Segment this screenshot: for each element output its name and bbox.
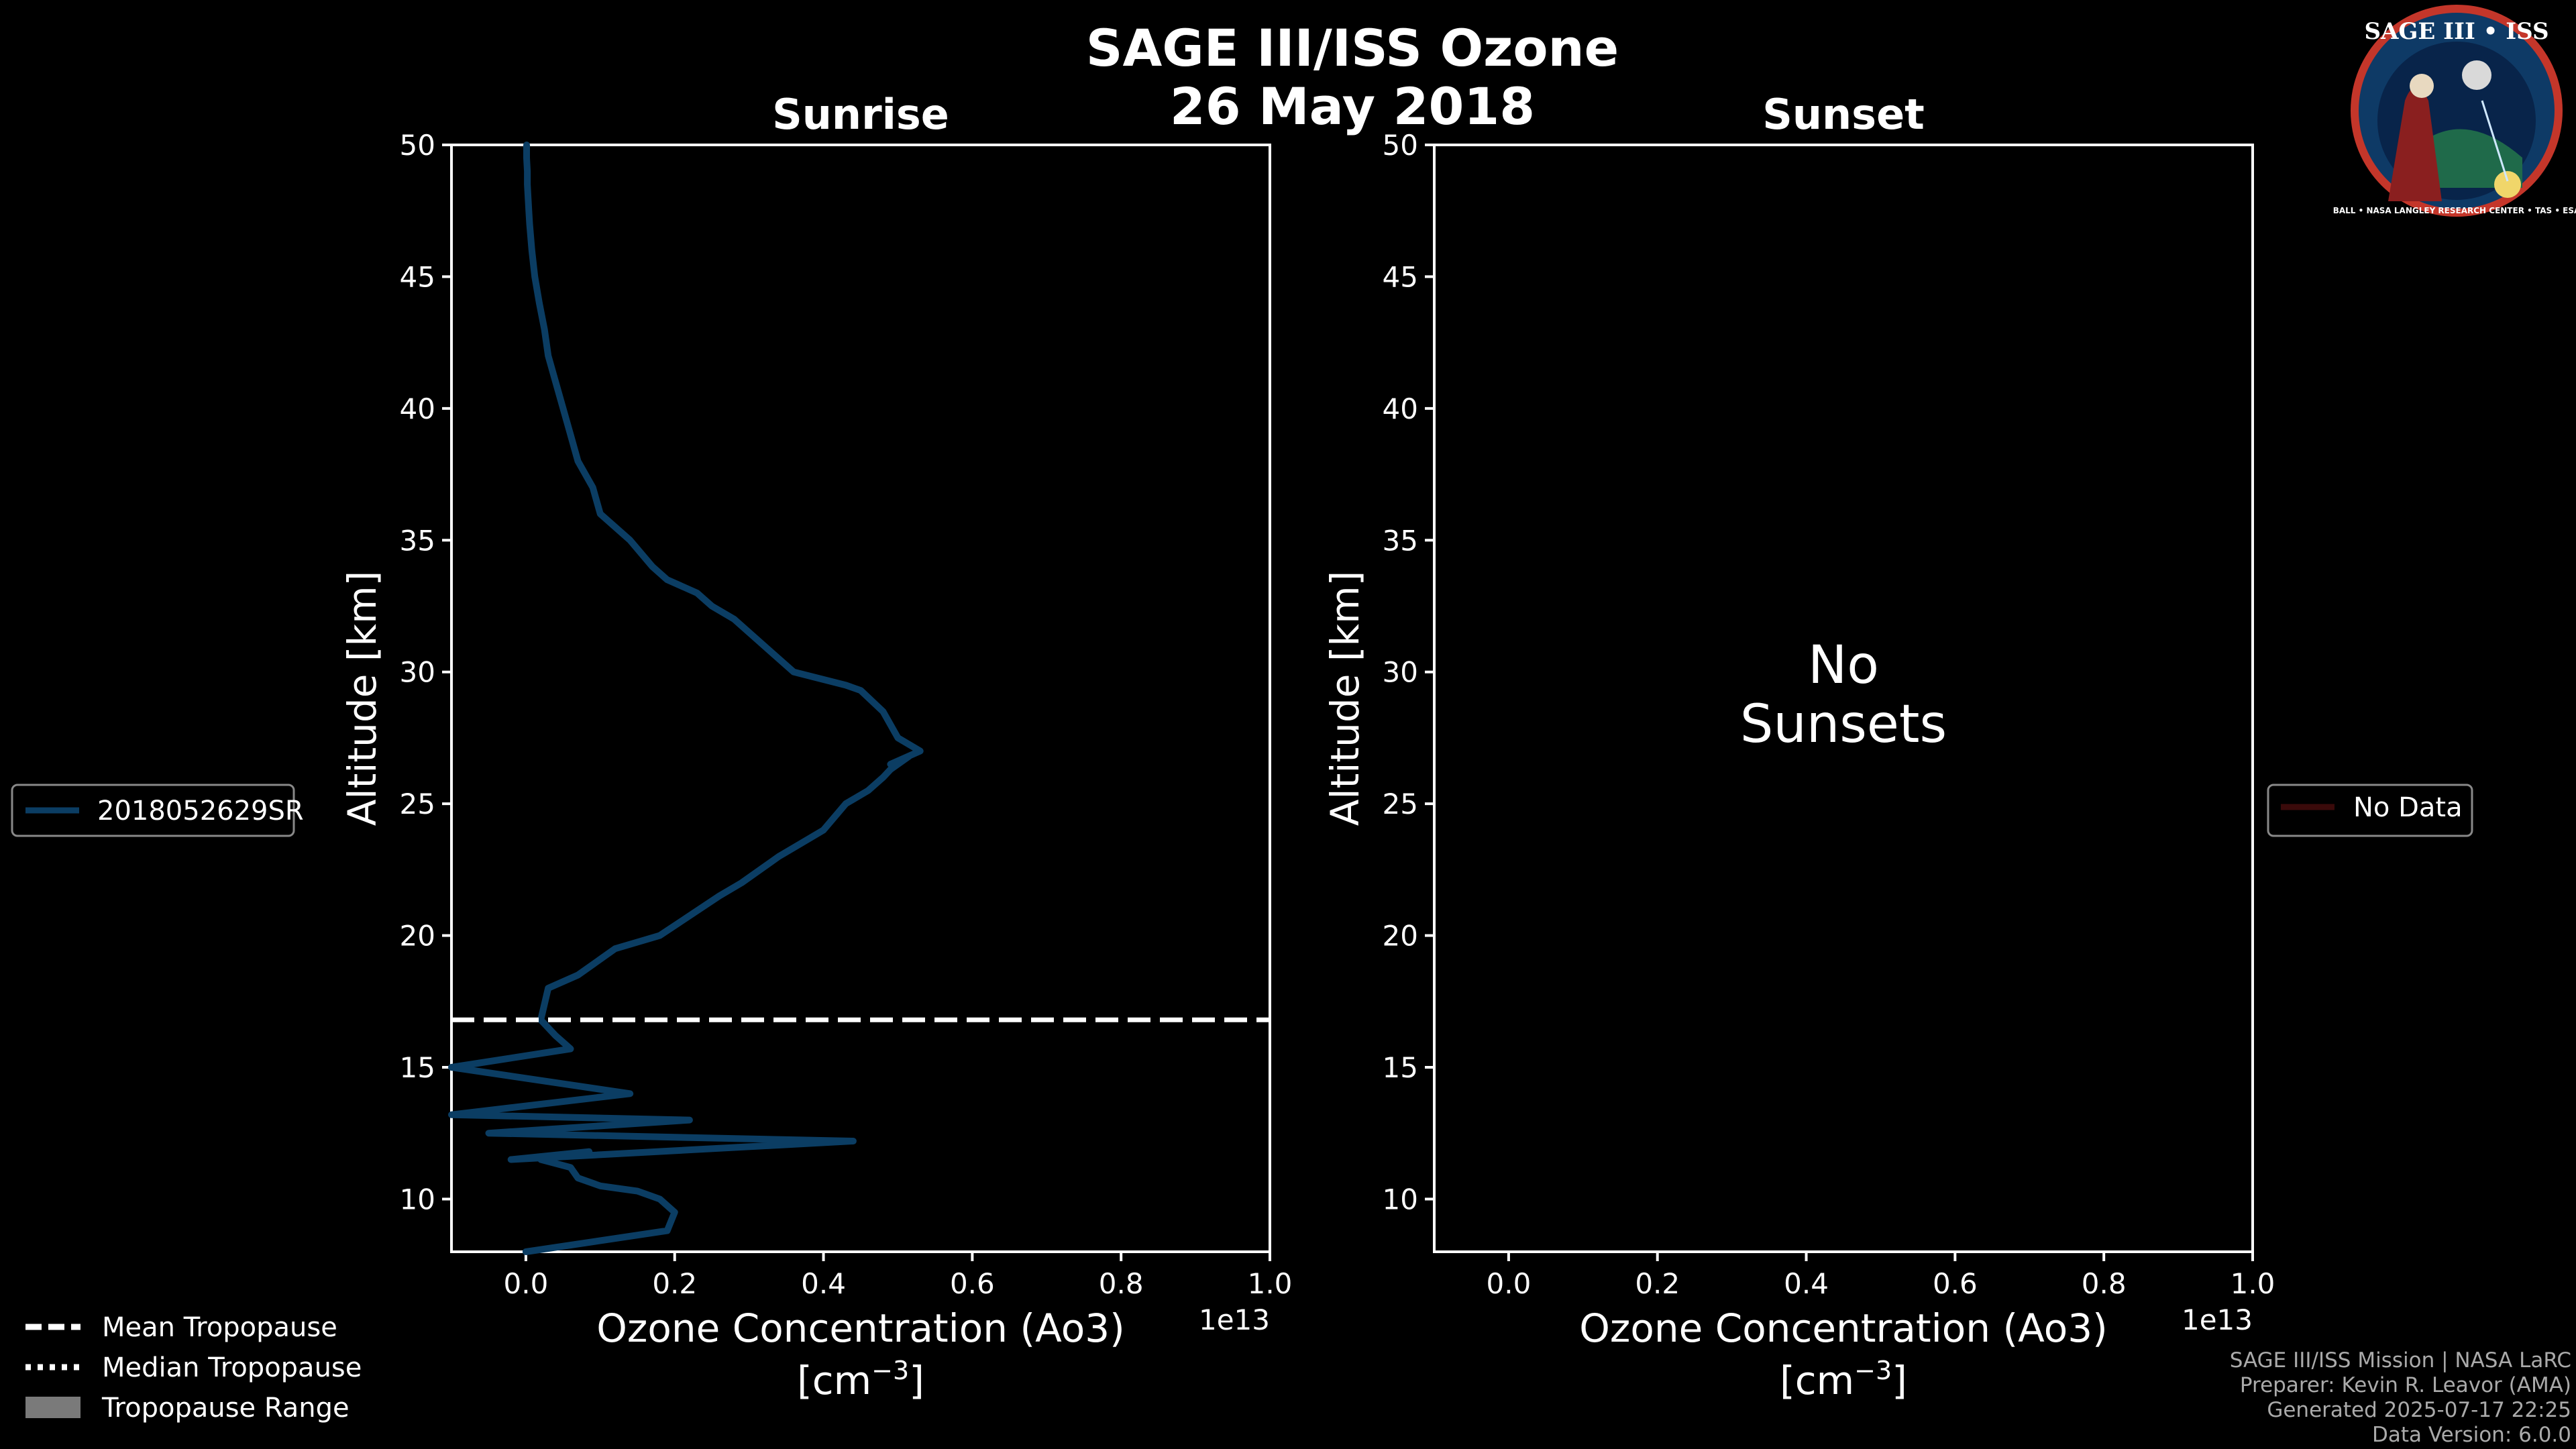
sunrise-x-axis-label: Ozone Concentration (Ao3) bbox=[596, 1305, 1125, 1351]
x-tick-label: 0.0 bbox=[504, 1267, 549, 1300]
x-tick-label: 0.4 bbox=[1784, 1267, 1829, 1300]
y-tick-label: 15 bbox=[1383, 1051, 1418, 1084]
y-tick-label: 15 bbox=[400, 1051, 435, 1084]
sunset-plot-frame bbox=[1433, 144, 2254, 1253]
x-tick-label: 0.6 bbox=[950, 1267, 995, 1300]
x-tick-label: 1.0 bbox=[2231, 1267, 2275, 1300]
sunrise-y-ticks: 10 15 20 25 30 35 40 45 50 bbox=[400, 129, 451, 1216]
sunset-unit-suffix: ] bbox=[1892, 1358, 1907, 1403]
sunrise-x-offset-label: 1e13 bbox=[1199, 1303, 1270, 1336]
median-tropopause-legend-label: Median Tropopause bbox=[102, 1352, 362, 1383]
footer-line1: SAGE III/ISS Mission | NASA LaRC bbox=[2230, 1348, 2571, 1373]
sunrise-legend-label: 2018052629SR bbox=[97, 796, 304, 826]
footer-credits: SAGE III/ISS Mission | NASA LaRC Prepare… bbox=[2230, 1348, 2571, 1447]
no-sunsets-text-line1: No bbox=[1808, 635, 1879, 696]
sunset-x-axis-unit: [cm−3] bbox=[1780, 1356, 1907, 1403]
logo-title: SAGE III • ISS bbox=[2364, 18, 2548, 45]
logo-beam bbox=[2481, 100, 2509, 182]
y-tick-label: 25 bbox=[1383, 788, 1418, 820]
y-tick-label: 40 bbox=[1383, 392, 1418, 425]
footer-line2: Preparer: Kevin R. Leavor (AMA) bbox=[2240, 1373, 2571, 1397]
y-tick-label: 30 bbox=[1383, 656, 1418, 689]
sunset-y-ticks: 10 15 20 25 30 35 40 45 50 bbox=[1383, 129, 1434, 1216]
y-tick-label: 20 bbox=[400, 920, 435, 953]
tropopause-legend: Mean Tropopause Median Tropopause Tropop… bbox=[25, 1312, 362, 1424]
sunset-panel-title: Sunset bbox=[1762, 90, 1925, 139]
sunrise-x-ticks: 0.0 0.2 0.4 0.6 0.8 1.0 bbox=[504, 1252, 1293, 1300]
sunset-x-ticks: 0.0 0.2 0.4 0.6 0.8 1.0 bbox=[1487, 1252, 2275, 1300]
x-tick-label: 0.8 bbox=[1099, 1267, 1144, 1300]
no-sunsets-text-line2: Sunsets bbox=[1740, 694, 1947, 755]
sage-iii-iss-logo: SAGE III • ISS BALL • NASA LANGLEY RESEA… bbox=[2333, 5, 2576, 217]
y-tick-label: 20 bbox=[1383, 920, 1418, 953]
footer-line4: Data Version: 6.0.0 bbox=[2372, 1423, 2571, 1447]
y-tick-label: 50 bbox=[1383, 129, 1418, 162]
sunrise-plot-frame bbox=[450, 144, 1271, 1253]
sunrise-legend-box bbox=[11, 784, 295, 837]
sunrise-x-axis-unit: [cm−3] bbox=[797, 1356, 924, 1403]
y-tick-label: 35 bbox=[400, 524, 435, 557]
figure-title-line2: 26 May 2018 bbox=[1170, 76, 1535, 136]
sunset-unit-prefix: [cm bbox=[1780, 1358, 1854, 1403]
sunset-x-offset-label: 1e13 bbox=[2182, 1303, 2253, 1336]
sunrise-series bbox=[448, 142, 924, 1255]
logo-sun bbox=[2494, 171, 2521, 198]
y-tick-label: 45 bbox=[400, 260, 435, 293]
logo-wizard bbox=[2388, 87, 2442, 201]
x-tick-label: 0.4 bbox=[801, 1267, 846, 1300]
logo-wizard-face bbox=[2410, 74, 2434, 98]
mean-tropopause-legend-label: Mean Tropopause bbox=[102, 1312, 337, 1343]
sunrise-panel-title: Sunrise bbox=[772, 90, 949, 139]
sunset-legend-box bbox=[2267, 784, 2473, 837]
y-tick-label: 35 bbox=[1383, 524, 1418, 557]
tropopause-range-legend-label: Tropopause Range bbox=[101, 1393, 350, 1424]
footer-line3: Generated 2025-07-17 22:25 bbox=[2267, 1398, 2571, 1422]
sunrise-y-axis-label: Altitude [km] bbox=[339, 571, 385, 826]
y-tick-label: 30 bbox=[400, 656, 435, 689]
x-tick-label: 0.2 bbox=[1635, 1267, 1680, 1300]
y-tick-label: 50 bbox=[400, 129, 435, 162]
logo-moon bbox=[2462, 60, 2491, 90]
y-tick-label: 10 bbox=[400, 1183, 435, 1216]
sunrise-unit-prefix: [cm bbox=[797, 1358, 871, 1403]
x-tick-label: 1.0 bbox=[1248, 1267, 1293, 1300]
tropopause-range-legend-swatch bbox=[25, 1397, 80, 1418]
series-line-2018052629SR bbox=[448, 142, 924, 1255]
x-tick-label: 0.0 bbox=[1487, 1267, 1532, 1300]
sunset-legend: No Data bbox=[2267, 784, 2473, 837]
sunset-x-axis-label: Ozone Concentration (Ao3) bbox=[1579, 1305, 2108, 1351]
sunrise-unit-suffix: ] bbox=[909, 1358, 924, 1403]
sunrise-unit-exponent: −3 bbox=[871, 1356, 909, 1385]
x-tick-label: 0.2 bbox=[652, 1267, 697, 1300]
x-tick-label: 0.8 bbox=[2082, 1267, 2127, 1300]
sunset-legend-label: No Data bbox=[2353, 792, 2463, 823]
y-tick-label: 10 bbox=[1383, 1183, 1418, 1216]
y-tick-label: 40 bbox=[400, 392, 435, 425]
x-tick-label: 0.6 bbox=[1933, 1267, 1978, 1300]
sunrise-legend: 2018052629SR bbox=[11, 784, 304, 837]
sunset-y-axis-label: Altitude [km] bbox=[1322, 571, 1368, 826]
y-tick-label: 45 bbox=[1383, 260, 1418, 293]
sunset-unit-exponent: −3 bbox=[1854, 1356, 1892, 1385]
logo-ring-text: BALL • NASA LANGLEY RESEARCH CENTER • TA… bbox=[2333, 206, 2576, 215]
y-tick-label: 25 bbox=[400, 788, 435, 820]
figure-title-line1: SAGE III/ISS Ozone bbox=[1086, 18, 1619, 78]
